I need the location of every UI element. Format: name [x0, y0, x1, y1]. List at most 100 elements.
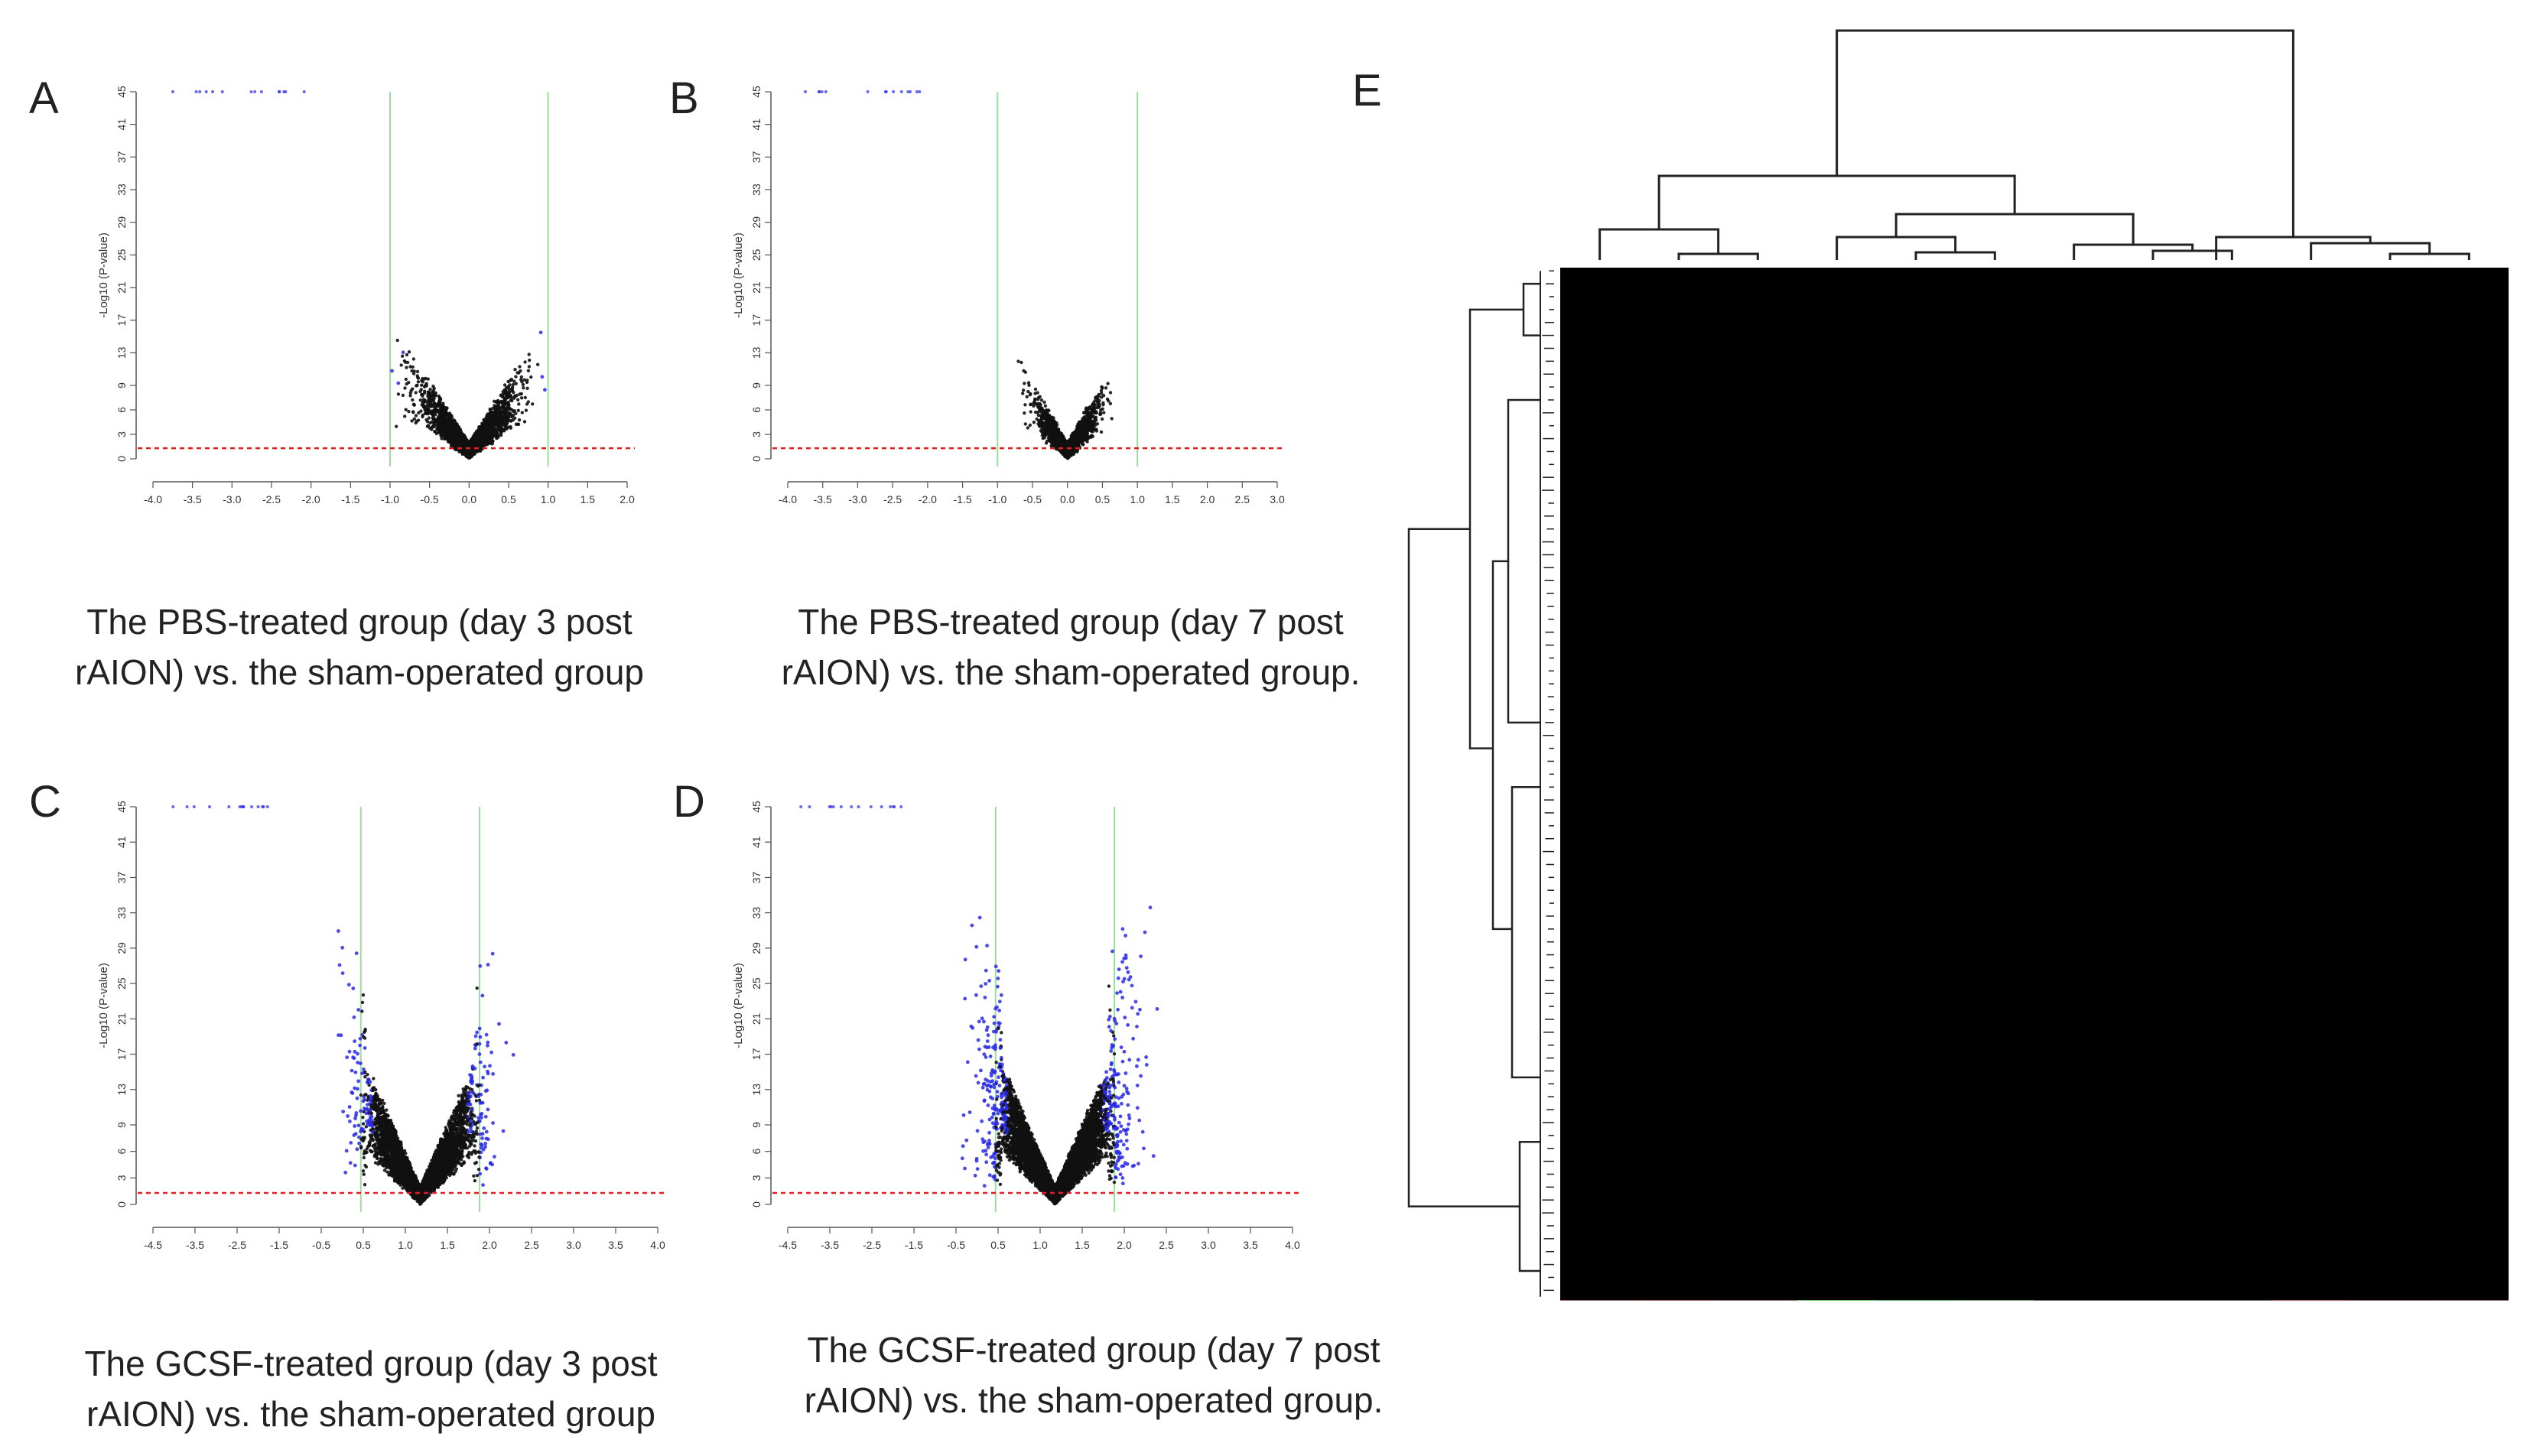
- data-point: [425, 420, 430, 424]
- data-point: [447, 439, 451, 443]
- x-tick-label: 1.5: [580, 493, 596, 505]
- x-tick-label: -3.0: [223, 493, 241, 505]
- x-tick-label: 1.5: [440, 1239, 455, 1251]
- data-point: [523, 360, 527, 364]
- data-point: [1067, 452, 1071, 457]
- data-point: [407, 409, 411, 414]
- data-point: [459, 432, 463, 436]
- data-point: [403, 386, 407, 390]
- data-point: [525, 386, 529, 390]
- data-point: [431, 398, 434, 402]
- data-point: [1098, 402, 1101, 406]
- data-point-capped: [824, 90, 828, 93]
- data-point: [502, 383, 507, 387]
- data-point: [1036, 398, 1040, 401]
- data-point: [365, 1147, 369, 1151]
- data-point: [1039, 424, 1043, 427]
- data-point: [514, 375, 518, 379]
- data-point: [427, 416, 431, 420]
- data-point: [454, 437, 458, 441]
- data-point: [449, 420, 453, 424]
- data-point: [1074, 430, 1078, 434]
- data-point: [529, 375, 533, 379]
- data-point: [1016, 359, 1020, 363]
- data-point: [496, 398, 500, 403]
- data-point: [446, 431, 450, 436]
- data-point: [396, 392, 401, 396]
- data-point-capped: [909, 90, 912, 93]
- caption-a-line1: The PBS-treated group (day 3 post: [86, 602, 632, 642]
- data-point: [399, 363, 403, 367]
- x-tick-label: 1.5: [1165, 493, 1180, 505]
- data-point: [1099, 388, 1104, 393]
- data-point: [1022, 369, 1026, 373]
- data-point: [490, 442, 494, 446]
- data-point: [419, 388, 423, 392]
- data-point: [416, 418, 421, 422]
- data-point: [517, 402, 521, 406]
- data-point: [390, 369, 394, 373]
- y-tick-label: 13: [115, 1084, 128, 1096]
- data-point: [527, 365, 532, 369]
- data-point: [447, 423, 451, 427]
- data-point: [409, 388, 413, 393]
- data-point: [1029, 410, 1032, 414]
- data-point: [1102, 411, 1106, 414]
- data-point: [442, 428, 446, 432]
- x-tick-label: 2.5: [524, 1239, 539, 1251]
- data-point: [432, 394, 437, 398]
- data-point: [493, 421, 498, 424]
- data-point: [489, 424, 494, 428]
- data-point: [505, 418, 509, 423]
- data-point: [1039, 403, 1042, 407]
- data-point: [498, 411, 502, 414]
- data-point: [1104, 386, 1108, 390]
- data-point: [423, 389, 427, 393]
- data-point: [442, 421, 446, 425]
- y-tick-label: 21: [115, 281, 128, 294]
- data-point: [507, 403, 511, 407]
- x-tick-label: -4.0: [144, 493, 162, 505]
- x-tick-label: -0.5: [1023, 493, 1042, 505]
- data-point: [1026, 389, 1030, 394]
- y-tick-label: 33: [115, 184, 128, 196]
- data-point: [459, 437, 463, 441]
- data-point: [1032, 404, 1036, 408]
- data-point: [1033, 410, 1038, 414]
- x-tick-label: -0.5: [421, 493, 439, 505]
- data-point: [414, 414, 418, 418]
- data-point: [498, 423, 502, 427]
- data-point: [405, 360, 410, 365]
- caption-b: The PBS-treated group (day 7 post rAION)…: [734, 596, 1407, 697]
- panel-letter-c: C: [29, 777, 61, 827]
- data-point: [437, 421, 441, 425]
- data-point: [439, 424, 444, 428]
- data-point-capped: [804, 90, 807, 93]
- data-point: [490, 951, 495, 956]
- data-point: [493, 404, 496, 408]
- data-point: [424, 400, 428, 404]
- data-point: [444, 437, 448, 441]
- data-point: [1098, 412, 1102, 417]
- data-point: [1093, 398, 1097, 403]
- x-tick-label: -2.0: [302, 493, 320, 505]
- data-point: [478, 434, 483, 437]
- data-point: [485, 431, 489, 435]
- data-point: [442, 418, 447, 423]
- data-point: [506, 385, 510, 388]
- data-point: [433, 430, 437, 434]
- data-point: [1043, 404, 1048, 408]
- data-point: [430, 405, 434, 408]
- y-tick-label: 0: [115, 456, 128, 462]
- data-point: [1026, 426, 1030, 430]
- volcano-plot-a: -Log10 (P-value)0369131721252933374145-4…: [97, 86, 635, 505]
- data-point: [543, 388, 547, 392]
- data-point: [1042, 400, 1046, 405]
- data-point: [401, 354, 405, 358]
- data-point: [500, 395, 505, 398]
- data-point: [1101, 394, 1106, 398]
- data-point: [493, 410, 497, 414]
- data-point: [528, 358, 532, 362]
- data-point: [440, 437, 444, 440]
- data-point-capped: [866, 90, 870, 93]
